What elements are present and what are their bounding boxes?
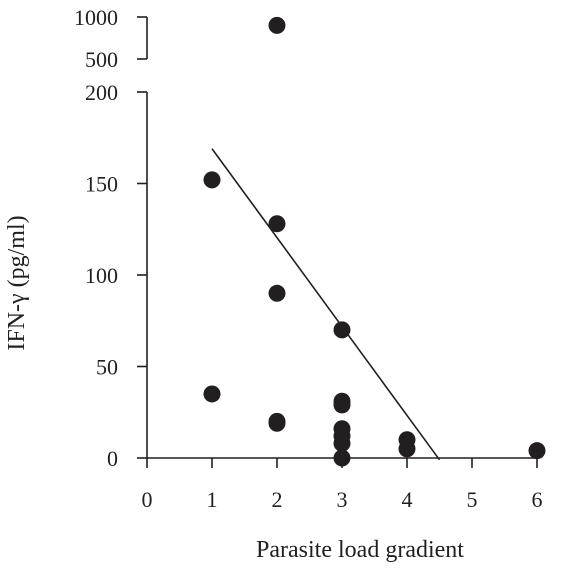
data-point <box>398 440 416 458</box>
x-tick-label: 2 <box>272 487 283 512</box>
y-tick-label: 50 <box>96 355 118 380</box>
y-axis-label: IFN-γ (pg/ml) <box>4 215 30 350</box>
x-tick-label: 1 <box>207 487 218 512</box>
x-tick-label: 3 <box>337 487 348 512</box>
data-points <box>203 16 546 467</box>
x-axis-label: Parasite load gradient <box>256 537 464 563</box>
data-point <box>268 16 286 34</box>
trendline-group <box>211 148 441 461</box>
x-tick-label: 4 <box>402 487 413 512</box>
y-break-tick-label: 500 <box>85 47 118 72</box>
y-break-tick-label: 1000 <box>74 5 118 30</box>
data-point <box>333 396 351 414</box>
y-tick-label: 150 <box>85 172 118 197</box>
data-point <box>333 449 351 467</box>
y-tick-label: 0 <box>107 446 118 471</box>
x-tick-label: 0 <box>142 487 153 512</box>
data-point <box>203 385 221 403</box>
data-point <box>268 284 286 302</box>
data-point <box>333 434 351 452</box>
ticks: 0 50 100 150 200 500 1000 0 1 2 3 4 5 6 <box>74 5 543 512</box>
y-tick-label: 100 <box>85 263 118 288</box>
data-point <box>268 215 286 233</box>
x-tick-label: 6 <box>532 487 543 512</box>
data-point <box>203 171 221 189</box>
y-tick-label: 200 <box>85 80 118 105</box>
data-point <box>268 414 286 432</box>
trendline <box>211 148 441 461</box>
x-tick-label: 5 <box>467 487 478 512</box>
data-point <box>333 321 351 339</box>
data-point <box>528 442 546 460</box>
